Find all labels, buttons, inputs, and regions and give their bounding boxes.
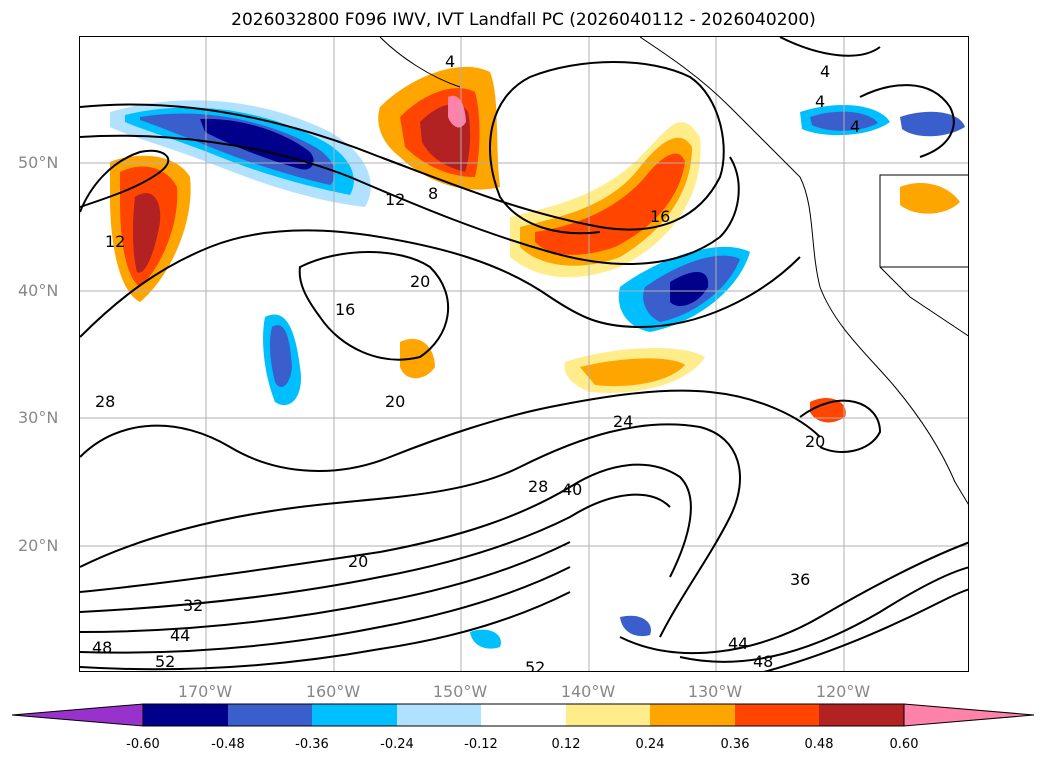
contour-label: 8 [428,184,438,203]
colorbar-tick: 0.36 [720,737,750,752]
colorbar-segment [143,704,228,726]
lat-label: 20°N [18,536,59,555]
lon-label: 140°W [560,682,616,701]
contour-label: 16 [335,300,355,319]
contour-label: 4 [445,52,455,71]
lat-label: 30°N [18,408,59,427]
anomaly-blob [900,182,960,214]
colorbar-segment [11,703,144,727]
colorbar-segment [312,704,397,726]
map-canvas: 4 4 4 4 8 12 12 16 16 20 20 20 20 24 28 … [80,37,968,672]
contour-label: 52 [525,658,545,672]
lat-label: 50°N [18,153,59,172]
contour-label: 20 [385,392,405,411]
colorbar-tick: -0.12 [464,737,498,752]
lon-label: 130°W [687,682,743,701]
contour-label: 12 [385,190,405,209]
colorbar-tick: 0.12 [551,737,581,752]
contour-label: 36 [790,570,810,589]
contour-label: 44 [728,634,748,653]
contour-label: 44 [170,626,190,645]
contour-label: 4 [820,62,830,81]
lon-label: 120°W [815,682,871,701]
colorbar-segment [903,703,1035,727]
contour-label: 16 [650,207,670,226]
contour-label: 20 [348,552,368,571]
colorbar-tick: -0.36 [295,737,329,752]
colorbar-segment [397,704,481,726]
contour-label: 48 [753,652,773,671]
colorbar-tick: 0.60 [889,737,919,752]
map-panel[interactable]: 4 4 4 4 8 12 12 16 16 20 20 20 20 24 28 … [79,36,969,672]
lon-label: 150°W [432,682,488,701]
colorbar-segment [735,704,819,726]
anomaly-blob [810,397,846,423]
contour-label: 32 [183,596,203,615]
colorbar-tick: -0.48 [211,737,245,752]
anomaly-blob [900,111,965,137]
anomaly-blob [470,629,501,649]
contour-label: 40 [562,480,582,499]
anomaly-blob [620,615,651,637]
colorbar-frame [142,703,905,727]
contour-label: 4 [815,92,825,111]
contour-label-group: 4 4 4 4 8 12 12 16 16 20 20 20 20 24 28 … [92,52,860,672]
contour-label: 28 [528,477,548,496]
anomaly-blob [670,271,709,307]
colorbar-tick: -0.60 [126,737,160,752]
anomaly-shading [110,66,965,649]
anomaly-blob [580,358,685,387]
colorbar-tick: 0.24 [635,737,665,752]
colorbar-tick: 0.48 [804,737,834,752]
contour-label: 20 [410,272,430,291]
contour-label: 28 [95,392,115,411]
contour-label: 12 [105,232,125,251]
lon-label: 160°W [305,682,361,701]
colorbar [11,703,1035,727]
anomaly-blob [132,193,161,273]
contour-label: 20 [805,432,825,451]
colorbar-tick: -0.24 [380,737,414,752]
lat-label: 40°N [18,281,59,300]
anomaly-blob [269,325,292,387]
colorbar-segment [819,704,904,726]
colorbar-segment [481,704,566,726]
anomaly-blob [535,153,685,255]
lon-label: 170°W [177,682,233,701]
map-title: 2026032800 F096 IWV, IVT Landfall PC (20… [231,10,816,30]
contour-label: 52 [155,652,175,671]
iwv-contours [80,37,968,671]
contour-label: 4 [850,117,860,136]
anomaly-blob [140,113,335,185]
colorbar-segment [228,704,312,726]
colorbar-segment [566,704,650,726]
contour-label: 24 [613,412,633,431]
contour-label: 48 [92,638,112,657]
colorbar-segment [650,704,735,726]
coastline [379,37,968,505]
